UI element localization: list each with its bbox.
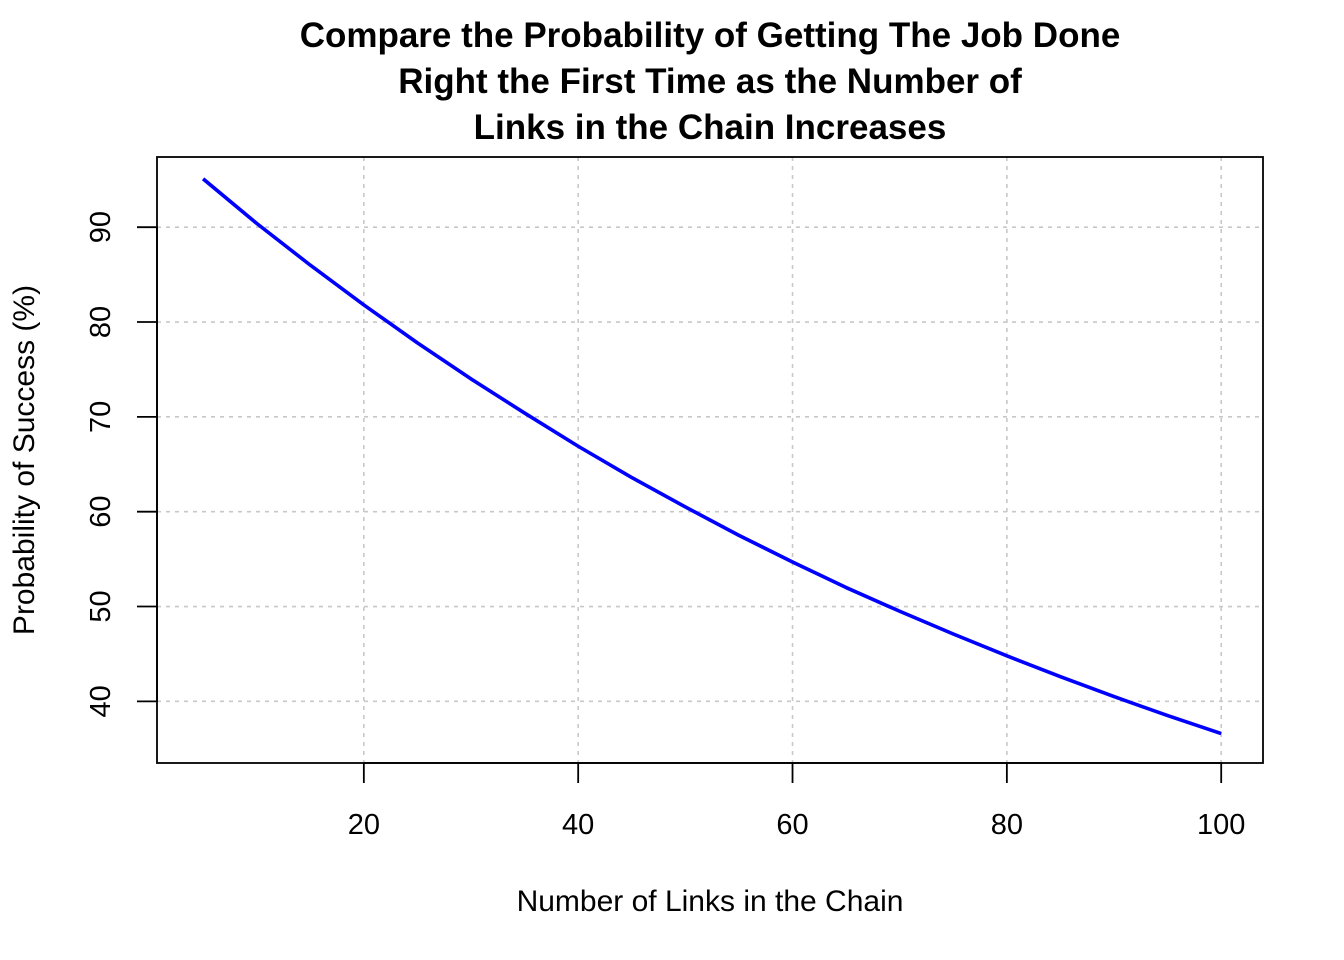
y-tick-label-50: 50 (85, 590, 117, 622)
series-line-0 (201, 177, 1222, 736)
y-axis-label: Probability of Success (%) (8, 285, 41, 635)
x-tick-label-20: 20 (348, 809, 380, 841)
y-tick-label-60: 60 (85, 496, 117, 528)
data-series (201, 177, 1222, 736)
chart-title: Compare the Probability of Getting The J… (300, 16, 1121, 147)
x-tick-label-60: 60 (776, 809, 808, 841)
y-tick-label-70: 70 (85, 401, 117, 433)
y-tick-label-40: 40 (85, 685, 117, 717)
chart-title-line-3: Links in the Chain Increases (474, 108, 947, 147)
x-tick-label-80: 80 (991, 809, 1023, 841)
chart-title-line-2: Right the First Time as the Number of (398, 62, 1022, 101)
x-axis: 20 40 60 80 100 (348, 762, 1245, 841)
x-axis-label: Number of Links in the Chain (517, 885, 904, 918)
y-tick-label-90: 90 (85, 211, 117, 243)
x-tick-label-40: 40 (562, 809, 594, 841)
chart-title-line-1: Compare the Probability of Getting The J… (300, 16, 1121, 55)
plot-frame (156, 156, 1264, 764)
y-tick-label-80: 80 (85, 306, 117, 338)
x-tick-label-100: 100 (1197, 809, 1245, 841)
y-axis: 40 50 60 70 80 90 (85, 211, 158, 717)
grid-lines (157, 157, 1263, 763)
